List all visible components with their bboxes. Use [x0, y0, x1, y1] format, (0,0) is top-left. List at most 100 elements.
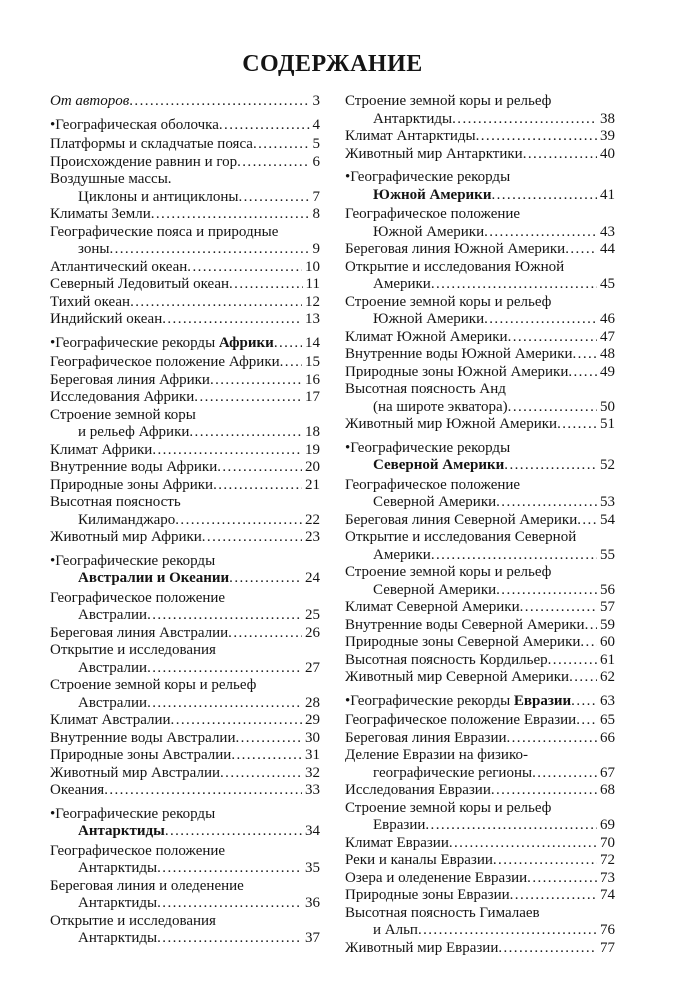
- dot-leader: [220, 765, 302, 783]
- toc-entry-text: Происхождение равнин и гор: [50, 153, 238, 170]
- page-number: 11: [305, 276, 320, 292]
- toc-entry-line: Америки 45: [345, 276, 615, 294]
- toc-entry-line: Климаты Земли 8: [50, 206, 320, 224]
- dot-leader: [189, 424, 302, 442]
- toc-entry: Реки и каналы Евразии 72: [345, 852, 615, 870]
- page-number: 77: [600, 939, 615, 956]
- page-number: 3: [312, 93, 321, 109]
- toc-entry-line: Северной Америки 53: [345, 494, 615, 512]
- toc-entry: Животный мир Антарктики 40: [345, 146, 615, 164]
- toc-entry: Строение земной коры и рельеф Северной Ам…: [345, 564, 615, 599]
- toc-entry: Океания 33: [50, 782, 320, 800]
- toc-entry: Береговая линия Евразии 66: [345, 730, 615, 748]
- toc-entry-text-bold: Австралии и Океании: [78, 570, 230, 586]
- toc-entry-text: Животный мир Африки: [50, 529, 202, 545]
- dot-leader: [274, 335, 302, 353]
- toc-entry-text: Строение земной коры: [50, 406, 196, 423]
- dot-leader: [491, 187, 597, 205]
- toc-entry-line: •Географическая оболочка 4: [50, 117, 320, 135]
- toc-entry-line: (на широте экватора) 50: [345, 399, 615, 417]
- toc-entry-text: Исследования Африки: [50, 389, 195, 405]
- toc-entry-line: Циклоны и антициклоны 7: [50, 189, 320, 207]
- dot-leader: [217, 459, 302, 477]
- page-number: 29: [305, 712, 320, 728]
- toc-entry-text-part: •Географические рекорды: [345, 692, 514, 709]
- toc-entry-text: Животный мир Евразии: [345, 939, 499, 956]
- toc-entry-line: Антарктиды 35: [50, 860, 320, 878]
- toc-entry-text: Природные зоны Австралии: [50, 747, 232, 763]
- page-number: 46: [600, 311, 615, 327]
- page-number: 25: [305, 607, 320, 623]
- toc-entry-line: Строение земной коры и рельеф: [345, 800, 615, 818]
- page-number: 53: [600, 494, 615, 510]
- page-number: 7: [312, 188, 321, 205]
- toc-entry: Природные зоны Австралии 31: [50, 747, 320, 765]
- toc-entry-text: •Географическая оболочка: [50, 116, 219, 133]
- toc-entry-line: Южной Америки 46: [345, 311, 615, 329]
- toc-entry-line: Австралии 28: [50, 695, 320, 713]
- toc-entry-text: Климат Антарктиды: [345, 128, 476, 144]
- toc-entry-text-bold: Африки: [218, 334, 274, 351]
- dot-leader: [237, 154, 309, 172]
- toc-entry-text: Индийский океан: [50, 311, 163, 327]
- toc-entry-line: Природные зоны Евразии 74: [345, 887, 615, 905]
- dot-leader: [210, 372, 302, 390]
- toc-entry-line: Происхождение равнин и гор 6: [50, 154, 320, 172]
- toc-entry-line: Внутренние воды Северной Америки 59: [345, 617, 615, 635]
- dot-leader: [576, 712, 597, 730]
- page-number: 33: [305, 782, 320, 798]
- toc-entry-line: Высотная поясность Гималаев: [345, 905, 615, 923]
- toc-entry-line: зоны 9: [50, 241, 320, 259]
- page-number: 45: [600, 276, 615, 292]
- page-number: 4: [312, 116, 321, 133]
- toc-entry-text: Географическое положение: [345, 476, 521, 493]
- toc-entry-line: Северный Ледовитый океан 11: [50, 276, 320, 294]
- dot-leader: [157, 895, 302, 913]
- page-number: 55: [600, 546, 615, 563]
- toc-entry-line: Животный мир Северной Америки 62: [345, 669, 615, 687]
- toc-entry-text: Деление Евразии на физико-: [345, 747, 528, 763]
- toc-entry: Географическое положение Африки 15: [50, 354, 320, 372]
- page-number: 26: [305, 624, 320, 641]
- toc-entry-text: Северной Америки: [373, 494, 497, 510]
- dot-leader: [194, 389, 302, 407]
- page-number: 41: [600, 186, 615, 203]
- toc-entry-text-bold: Антарктиды: [78, 823, 165, 839]
- toc-entry-line: Тихий океан 12: [50, 294, 320, 312]
- toc-entry-text: •Географические рекорды: [50, 805, 216, 822]
- toc-entry-text-part: •Географические рекорды: [50, 334, 219, 351]
- toc-entry-text: Строение земной коры и рельеф: [345, 93, 552, 109]
- page-number: 49: [600, 363, 615, 380]
- dot-leader: [175, 512, 302, 530]
- page-number: 21: [305, 476, 320, 493]
- toc-entry-text: Австралии и Океании: [78, 570, 229, 588]
- dot-leader: [418, 922, 597, 940]
- dot-leader: [523, 146, 597, 164]
- page-number: 40: [600, 145, 615, 162]
- toc-entry: Животный мир Северной Америки 62: [345, 669, 615, 687]
- page-number: 27: [305, 659, 320, 676]
- page-number: 43: [600, 223, 615, 240]
- toc-entry-line: Австралии 27: [50, 660, 320, 678]
- dot-leader: [498, 940, 597, 958]
- page-number: 6: [312, 153, 321, 170]
- page-number: 15: [305, 354, 320, 370]
- dot-leader: [565, 241, 597, 259]
- dot-leader: [507, 730, 598, 748]
- toc-entry-line: Высотная поясность Анд: [345, 381, 615, 399]
- page-number: 60: [600, 634, 615, 650]
- page-number: 16: [305, 371, 320, 388]
- page-number: 37: [305, 930, 320, 946]
- toc-entry-line: От авторов 3: [50, 93, 320, 111]
- toc-entry-line: •Географические рекорды Евразии 63: [345, 693, 615, 711]
- toc-entry-text: Тихий океан: [50, 293, 131, 310]
- toc-entry-line: Атлантический океан 10: [50, 259, 320, 277]
- toc-entry-text: Строение земной коры и рельеф: [345, 799, 552, 816]
